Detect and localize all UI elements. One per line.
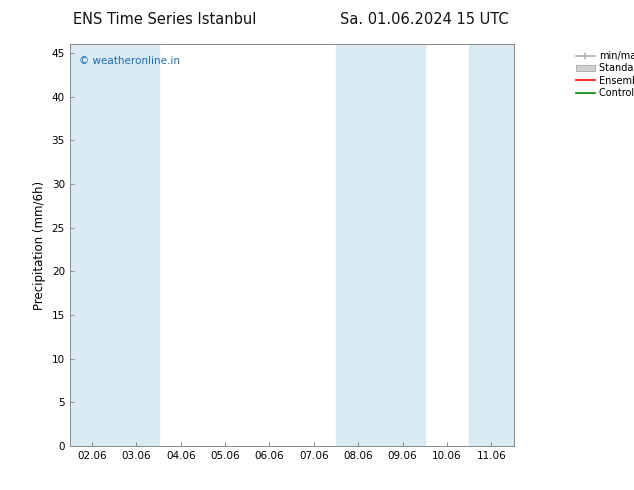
Text: Sa. 01.06.2024 15 UTC: Sa. 01.06.2024 15 UTC bbox=[340, 12, 509, 27]
Text: ENS Time Series Istanbul: ENS Time Series Istanbul bbox=[73, 12, 257, 27]
Bar bbox=[380, 44, 425, 446]
Bar bbox=[114, 44, 158, 446]
Bar bbox=[469, 44, 514, 446]
Legend: min/max, Standard deviation, Ensemble mean run, Controll run: min/max, Standard deviation, Ensemble me… bbox=[574, 49, 634, 100]
Bar bbox=[336, 44, 380, 446]
Bar bbox=[70, 44, 114, 446]
Text: © weatheronline.in: © weatheronline.in bbox=[79, 56, 179, 66]
Y-axis label: Precipitation (mm/6h): Precipitation (mm/6h) bbox=[33, 180, 46, 310]
